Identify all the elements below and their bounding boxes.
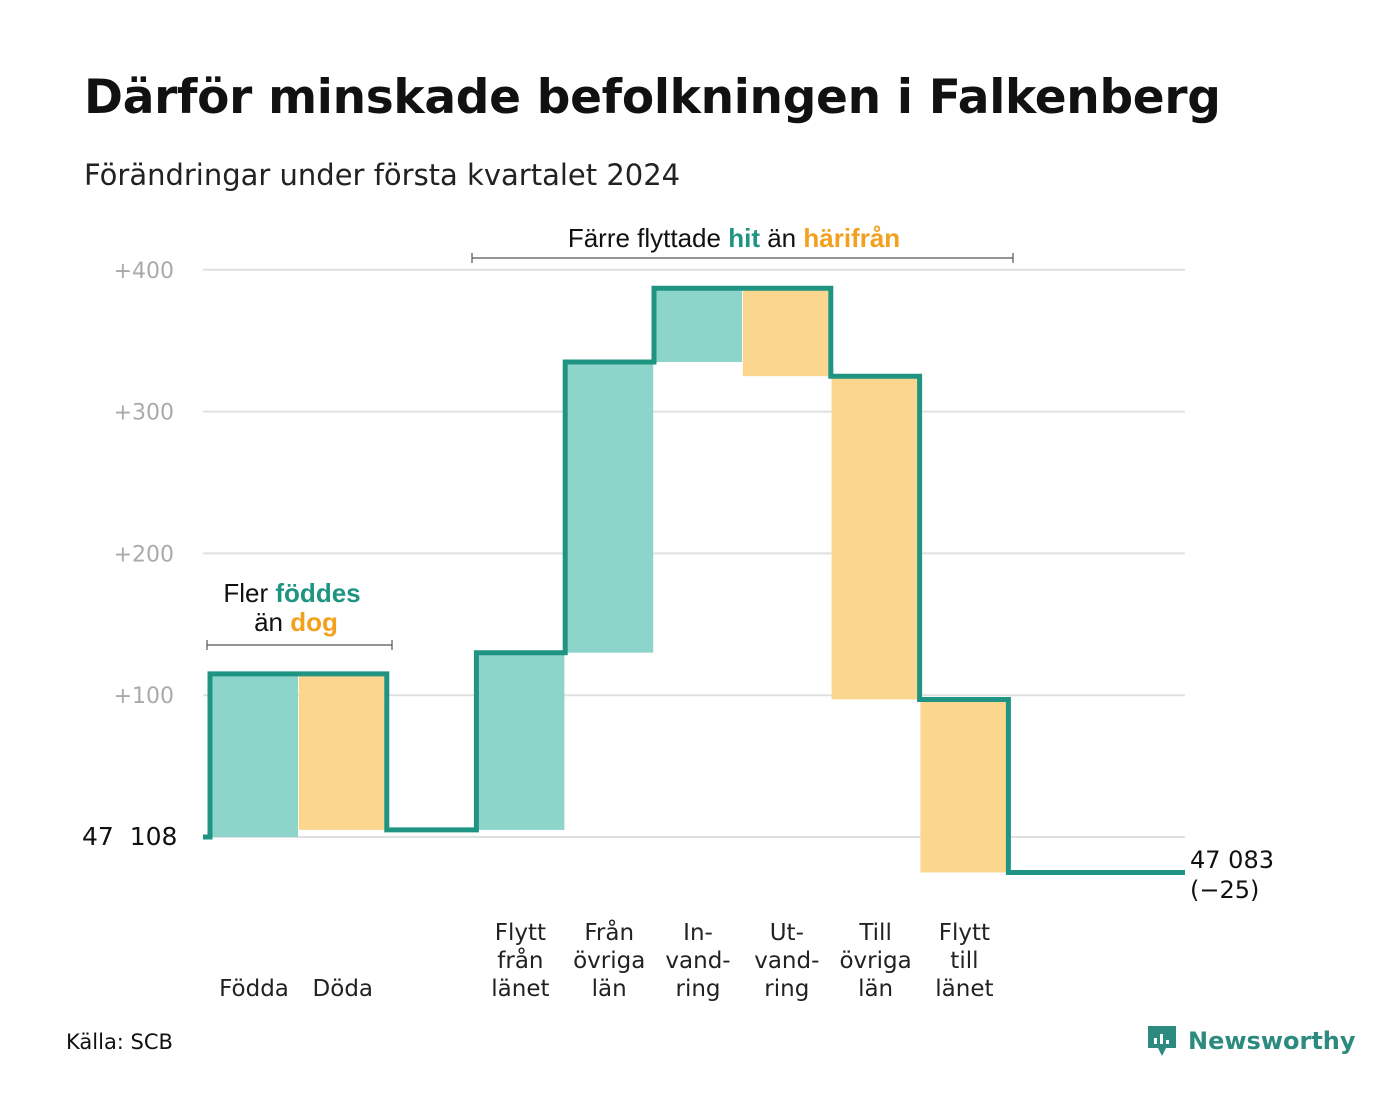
waterfall-bar [654,288,742,362]
x-axis-label: ring [764,976,809,1002]
start-value-label: 47 108 [82,822,177,851]
annotation-births-highlight: föddes [275,578,360,608]
newsworthy-logo-text: Newsworthy [1188,1027,1356,1055]
waterfall-bar [742,288,831,377]
svg-text:Färre flyttade hit: Färre flyttade hit än härifrån [568,223,900,253]
waterfall-bar [298,673,387,830]
x-axis-label: Flytt [495,920,546,946]
x-axis-label: Döda [313,976,373,1002]
x-axis-label: övriga [839,948,911,974]
svg-text:än dog: än dog [254,607,338,637]
x-axis-label: Till [858,920,892,946]
svg-text:Fler föddes: Fler föddes [223,578,360,608]
y-tick-label: +200 [114,542,174,567]
source-note: Källa: SCB [66,1030,173,1054]
x-axis-label: vand- [754,948,819,974]
annotation-births-line2-pre: än [254,607,283,637]
x-axis-label: Ut- [770,920,804,946]
y-tick-label: +400 [114,259,174,284]
x-axis-label: till [950,948,978,974]
waterfall-bar [831,376,920,700]
annotation-moves-mid: än [767,223,796,253]
x-axis-label: Födda [219,976,289,1002]
x-axis-label: övriga [573,948,645,974]
newsworthy-logo-icon [1148,1026,1176,1056]
waterfall-bar [920,699,1009,873]
bars [210,288,1009,873]
cumulative-line [203,285,1185,875]
end-value-label: 47 083 [1190,846,1274,874]
annotation-births-line2-highlight: dog [290,607,338,637]
y-tick-label: +300 [114,401,174,426]
annotation-moves-pre: Färre flyttade [568,223,721,253]
x-axis-label: län [592,976,627,1002]
grid-lines: +100 +200 +300 +400 [114,259,1185,838]
x-axis-label: In- [683,920,713,946]
chart-subtitle: Förändringar under första kvartalet 2024 [84,158,681,192]
x-axis-label: vand- [665,948,730,974]
x-axis-label: länet [491,976,549,1002]
x-axis-labels: Födda DödaFlyttfrånlänetFrånövrigalänIn-v… [219,918,993,1002]
x-axis-label: län [858,976,893,1002]
waterfall-bar [565,361,654,653]
y-tick-label: +100 [114,684,174,709]
x-axis-label: länet [935,976,993,1002]
waterfall-bar [476,652,565,830]
x-axis-label: Från [584,918,634,946]
waterfall-bar [210,673,298,837]
x-axis-label: från [497,946,543,974]
end-change-label: (−25) [1190,876,1259,904]
annotation-moves-harifran: härifrån [803,223,900,253]
annotation-moves-hit: hit [728,223,760,253]
x-axis-label: Flytt [939,920,990,946]
annotation-moves: Färre flyttade hit än härifrån [471,223,1014,263]
annotation-births-pre: Fler [223,578,268,608]
cumulative-step-line [203,285,1185,875]
newsworthy-logo: Newsworthy [1146,1024,1356,1058]
x-axis-label: ring [675,976,720,1002]
chart-title: Därför minskade befolkningen i Falkenber… [84,70,1221,125]
annotation-births: Fler föddes än dog [206,578,393,650]
